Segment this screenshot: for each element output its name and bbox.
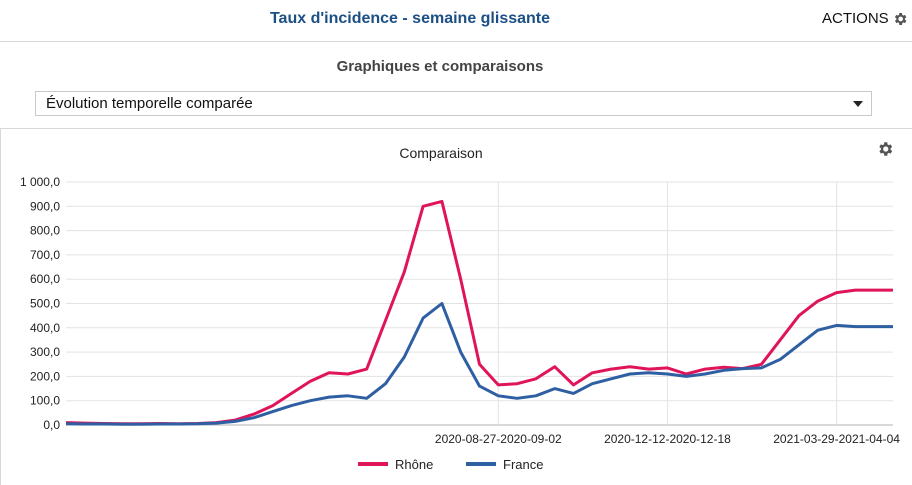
page-title: Taux d'incidence - semaine glissante xyxy=(269,10,551,27)
top-bar: Taux d'incidence - semaine glissante ACT… xyxy=(0,0,912,42)
select-value: Évolution temporelle comparée xyxy=(46,95,253,112)
chart-panel xyxy=(0,128,912,485)
chart-settings-gear-icon[interactable] xyxy=(876,140,894,158)
section-title: Graphiques et comparaisons xyxy=(336,58,544,75)
actions-label: ACTIONS xyxy=(822,10,889,27)
y-tick-label: 300,0 xyxy=(30,345,60,359)
series-line-rhône xyxy=(65,199,893,426)
y-tick-label: 1 000,0 xyxy=(20,175,60,189)
y-tick-label: 100,0 xyxy=(30,394,60,408)
x-tick-label: 2020-12-12-2020-12-18 xyxy=(604,432,731,446)
y-tick-label: 200,0 xyxy=(30,369,60,383)
y-tick-label: 500,0 xyxy=(30,297,60,311)
chevron-down-icon xyxy=(853,101,863,107)
comparison-chart: Comparaison 0,0 100,0 200,0 300,0 400,0 500,0… xyxy=(20,145,900,472)
legend-label[interactable]: France xyxy=(503,457,543,472)
gear-icon xyxy=(894,12,907,25)
y-tick-label: 700,0 xyxy=(30,248,60,262)
series-line-france xyxy=(65,302,893,426)
legend-label[interactable]: Rhône xyxy=(395,457,433,472)
y-tick-label: 900,0 xyxy=(30,199,60,213)
y-tick-label: 400,0 xyxy=(30,321,60,335)
chart-type-select[interactable]: Évolution temporelle comparée xyxy=(35,91,872,116)
x-tick-label: 2020-08-27-2020-09-02 xyxy=(435,432,562,446)
x-tick-label: 2021-03-29-2021-04-04 xyxy=(773,432,900,446)
y-tick-label: 0,0 xyxy=(43,418,60,432)
y-tick-label: 600,0 xyxy=(30,272,60,286)
chart-title: Comparaison xyxy=(399,145,482,161)
y-tick-label: 800,0 xyxy=(30,224,60,238)
actions-menu[interactable]: ACTIONS xyxy=(822,10,908,27)
